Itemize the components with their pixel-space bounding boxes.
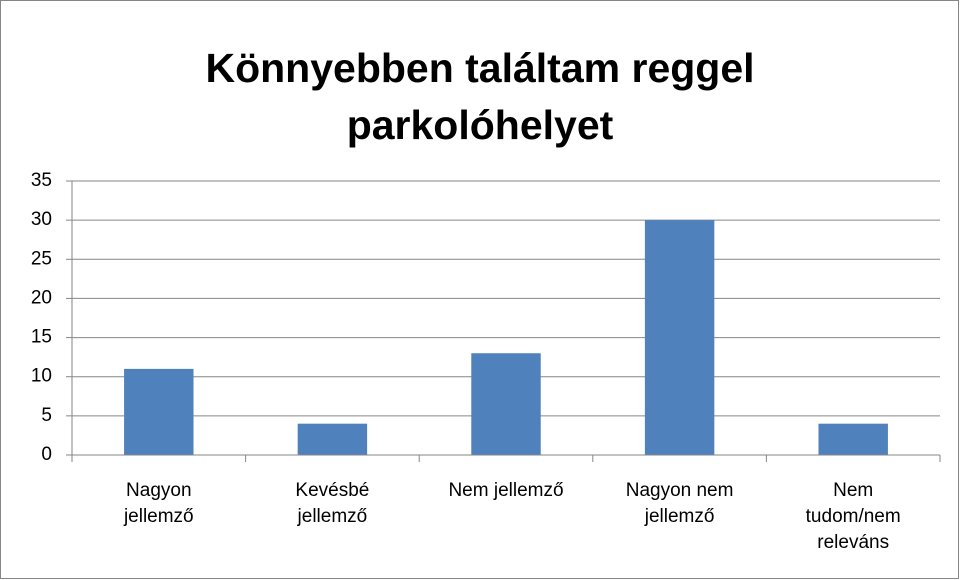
y-tick-label: 35 <box>31 170 52 191</box>
x-tick-label: Nem tudom/nem releváns <box>805 480 901 553</box>
y-tick-label: 25 <box>31 248 52 269</box>
x-tick-label: Nagyon jellemző <box>123 480 194 527</box>
x-tick-label: Nagyon nem jellemző <box>625 480 734 527</box>
bar <box>818 423 888 455</box>
y-tick-label: 20 <box>31 287 52 308</box>
bar <box>297 423 368 455</box>
bar <box>471 353 541 455</box>
y-tick-label: 10 <box>31 366 52 387</box>
y-tick-label: 30 <box>31 209 52 230</box>
x-tick-label: Kevésbé jellemző <box>295 480 370 527</box>
bar <box>124 368 194 455</box>
y-tick-label: 15 <box>31 327 52 348</box>
y-tick-label: 5 <box>41 405 52 426</box>
bar <box>644 220 715 455</box>
x-tick-label: Nem jellemző <box>448 480 564 501</box>
chart-title: Könnyebben találtam reggel parkolóhelyet <box>205 45 755 148</box>
y-tick-label: 0 <box>41 444 52 465</box>
